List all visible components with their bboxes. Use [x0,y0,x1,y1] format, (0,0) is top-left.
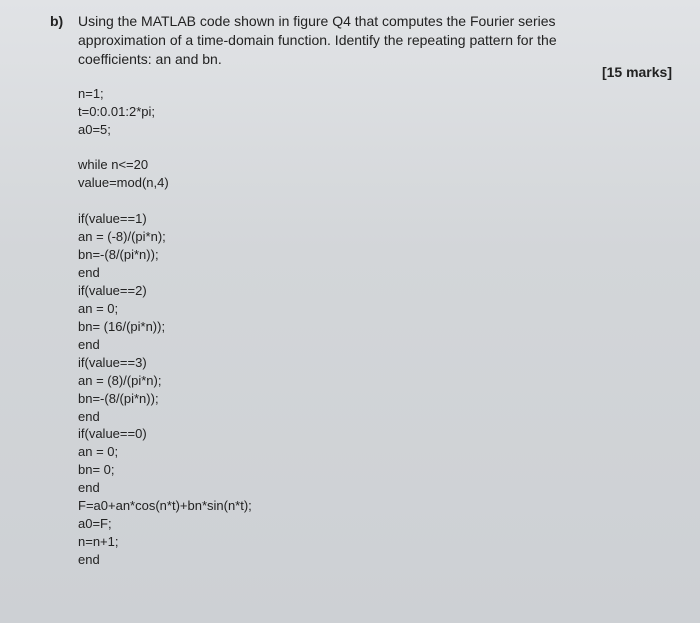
question-text-line2: approximation of a time-domain function.… [78,32,557,48]
question-text: Using the MATLAB code shown in figure Q4… [78,12,670,69]
question-text-line1: Using the MATLAB code shown in figure Q4… [78,13,556,29]
question-row: b) Using the MATLAB code shown in figure… [50,12,670,69]
code-block: n=1; t=0:0.01:2*pi; a0=5; while n<=20 va… [78,85,670,569]
page: b) Using the MATLAB code shown in figure… [0,0,700,623]
question-label: b) [50,12,78,31]
question-text-line3: coefficients: an and bn. [78,51,222,67]
marks-label: [15 marks] [602,64,672,80]
